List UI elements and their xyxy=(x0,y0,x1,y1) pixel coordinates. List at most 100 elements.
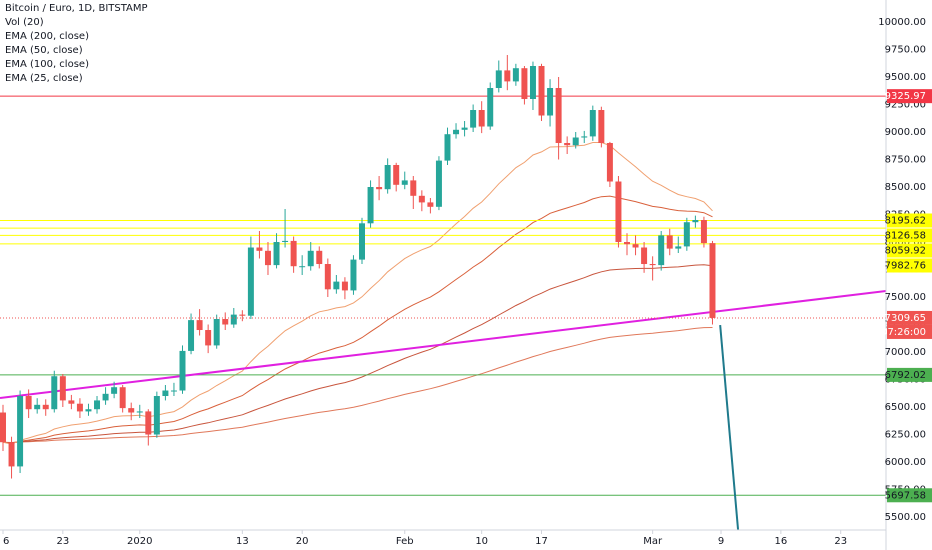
price-box-label: 7309.65 xyxy=(885,313,926,324)
candle-body xyxy=(470,110,477,128)
x-tick-label: 13 xyxy=(236,536,249,547)
x-tick-label: 16 xyxy=(774,536,787,547)
y-tick-label: 6250.00 xyxy=(885,430,926,441)
x-tick-label: Feb xyxy=(396,536,414,547)
x-tick-label: 6 xyxy=(3,536,9,547)
candle-body xyxy=(316,250,323,265)
price-box xyxy=(887,89,932,104)
price-box-label: 8126.58 xyxy=(885,230,926,241)
candle-body xyxy=(128,408,135,413)
candle-body xyxy=(102,393,109,401)
candle-body xyxy=(196,320,203,331)
y-tick-label: 10000.00 xyxy=(878,17,926,28)
candle-body xyxy=(692,220,699,223)
y-tick-label: 6000.00 xyxy=(885,457,926,468)
candle-body xyxy=(401,180,408,185)
x-tick-label: 20 xyxy=(296,536,309,547)
candle-body xyxy=(393,165,400,185)
candle-body xyxy=(606,143,613,182)
candle-body xyxy=(700,220,707,244)
candle-body xyxy=(282,240,289,243)
ema-line xyxy=(2,195,713,444)
candle-body xyxy=(307,250,314,267)
countdown-box xyxy=(887,324,932,339)
indicator-label: EMA (50, close) xyxy=(5,45,83,56)
candle-body xyxy=(453,129,460,135)
y-tick-label: 5500.00 xyxy=(885,512,926,523)
price-box-label: 7982.76 xyxy=(885,260,926,271)
candle-body xyxy=(239,314,246,316)
candle-body xyxy=(136,411,143,413)
candle-body xyxy=(153,396,160,435)
candle-body xyxy=(547,88,554,116)
candle-body xyxy=(170,390,177,392)
price-box-label: 6792.02 xyxy=(885,370,926,381)
candle-body xyxy=(410,180,417,196)
candle-body xyxy=(8,442,15,467)
candle-body xyxy=(495,70,502,89)
candle-body xyxy=(59,376,66,401)
x-tick-label: 2020 xyxy=(127,536,152,547)
candle-body xyxy=(384,165,391,190)
candle-body xyxy=(538,66,545,116)
x-tick-label: 17 xyxy=(535,536,548,547)
indicator-label: Vol (20) xyxy=(5,17,44,28)
indicator-label: EMA (100, close) xyxy=(5,59,89,70)
candle-body xyxy=(264,250,271,266)
candle-body xyxy=(299,266,306,268)
candle-body xyxy=(521,68,528,100)
y-tick-label: 9000.00 xyxy=(885,127,926,138)
candle-body xyxy=(273,242,280,266)
trend-line xyxy=(0,289,886,399)
price-box-label: 8059.92 xyxy=(885,245,926,256)
candle-body xyxy=(205,330,212,346)
price-box xyxy=(887,488,932,503)
price-box xyxy=(887,243,932,258)
price-box-label: 5697.58 xyxy=(885,490,926,501)
y-tick-label: 8750.00 xyxy=(885,155,926,166)
x-tick-label: 23 xyxy=(834,536,847,547)
candle-body xyxy=(478,110,485,127)
candle-body xyxy=(658,235,665,266)
plot-area xyxy=(0,55,886,530)
candle-body xyxy=(94,400,101,410)
candle-body xyxy=(230,314,237,325)
indicator-label: EMA (200, close) xyxy=(5,31,89,42)
candle-body xyxy=(589,110,596,137)
candle-body xyxy=(359,223,365,260)
candle-body xyxy=(256,247,263,251)
y-tick-label: 6500.00 xyxy=(885,402,926,413)
candle-body xyxy=(435,160,442,207)
candle-body xyxy=(624,242,630,245)
price-box xyxy=(887,367,932,382)
x-tick-label: 9 xyxy=(718,536,724,547)
price-box xyxy=(887,228,932,243)
candle-body xyxy=(598,110,605,144)
x-tick-label: 23 xyxy=(56,536,69,547)
candle-body xyxy=(632,244,639,248)
candle-body xyxy=(179,350,186,391)
countdown-label: 07:26:00 xyxy=(881,327,926,338)
y-tick-label: 8500.00 xyxy=(885,182,926,193)
candle-body xyxy=(504,70,511,82)
candle-body xyxy=(25,396,32,410)
ema-line xyxy=(2,264,713,444)
candle-body xyxy=(487,88,494,127)
ema-line xyxy=(2,142,713,445)
price-box xyxy=(887,213,932,228)
candle-body xyxy=(709,243,716,318)
candle-body xyxy=(68,400,75,404)
price-box-label: 9325.97 xyxy=(885,91,926,102)
price-box xyxy=(887,310,932,325)
candle-body xyxy=(581,136,588,138)
candle-body xyxy=(367,187,374,224)
candle-body xyxy=(111,387,118,394)
trend-line xyxy=(719,324,740,530)
candle-body xyxy=(333,281,340,290)
candle-body xyxy=(376,187,383,190)
candle-body xyxy=(213,319,220,346)
candle-body xyxy=(572,137,579,146)
candle-body xyxy=(666,235,673,249)
